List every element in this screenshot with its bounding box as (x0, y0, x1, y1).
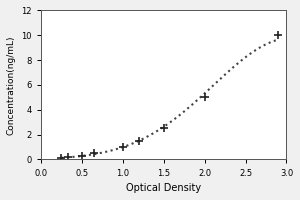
Y-axis label: Concentration(ng/mL): Concentration(ng/mL) (7, 35, 16, 135)
X-axis label: Optical Density: Optical Density (126, 183, 201, 193)
